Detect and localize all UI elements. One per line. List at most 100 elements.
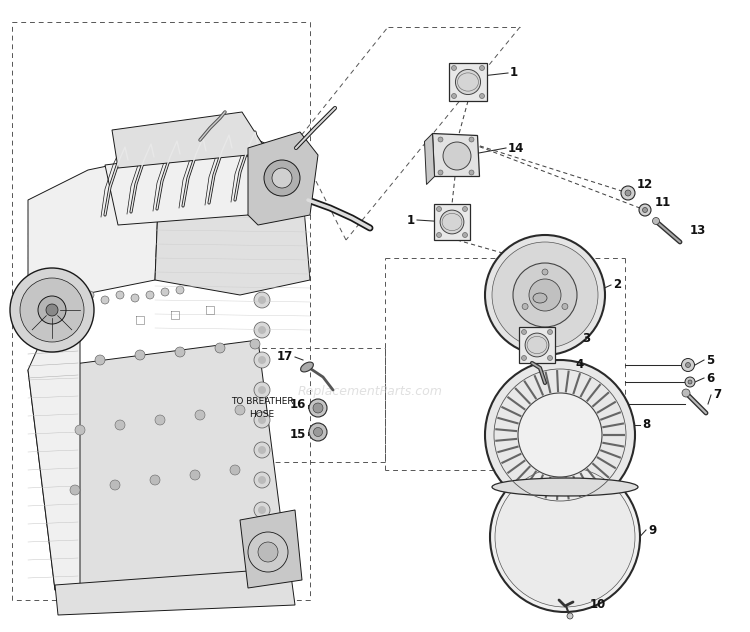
Circle shape [513,263,577,327]
Polygon shape [105,148,265,225]
Circle shape [518,393,602,477]
Polygon shape [28,155,160,330]
Circle shape [521,355,526,360]
Polygon shape [240,510,302,588]
Circle shape [258,506,266,514]
Circle shape [455,70,481,95]
Polygon shape [55,568,295,615]
Text: 13: 13 [690,224,706,236]
Text: 5: 5 [706,353,714,367]
Text: 10: 10 [590,597,606,611]
Text: 8: 8 [642,418,650,432]
Circle shape [567,613,573,619]
Circle shape [264,160,300,196]
Text: 4: 4 [575,358,584,372]
Polygon shape [28,340,290,590]
Circle shape [254,352,270,368]
Circle shape [525,333,549,357]
Circle shape [309,423,327,441]
Circle shape [479,66,484,71]
Circle shape [175,347,185,357]
Circle shape [643,207,647,212]
Circle shape [436,207,442,212]
Circle shape [258,386,266,394]
Text: 17: 17 [277,351,293,363]
Circle shape [485,360,635,510]
Text: 6: 6 [706,372,714,384]
Polygon shape [424,133,434,185]
Circle shape [254,322,270,338]
Circle shape [190,470,200,480]
Circle shape [490,462,640,612]
Text: 12: 12 [637,178,653,190]
Circle shape [101,296,109,304]
Circle shape [485,235,605,355]
Circle shape [254,442,270,458]
Text: 1: 1 [510,66,518,80]
Text: 9: 9 [648,523,656,537]
Circle shape [86,291,94,299]
Circle shape [258,542,278,562]
Circle shape [452,94,457,99]
Circle shape [463,207,467,212]
Circle shape [686,363,691,367]
Circle shape [258,446,266,454]
Circle shape [272,168,292,188]
Circle shape [131,294,139,302]
Text: TO BREATHER
HOSE: TO BREATHER HOSE [231,398,293,419]
Circle shape [258,296,266,304]
Circle shape [150,475,160,485]
Text: 2: 2 [613,279,621,291]
Circle shape [682,389,690,397]
Polygon shape [248,132,318,225]
Circle shape [254,472,270,488]
Circle shape [479,94,484,99]
Circle shape [548,355,553,360]
Ellipse shape [533,293,547,303]
Circle shape [230,465,240,475]
Circle shape [254,382,270,398]
Circle shape [639,204,651,216]
Ellipse shape [492,478,638,496]
Circle shape [436,233,442,238]
Polygon shape [433,133,479,176]
Circle shape [176,286,184,294]
Circle shape [10,268,94,352]
Circle shape [492,242,598,348]
Circle shape [258,326,266,334]
Text: 16: 16 [290,399,306,411]
Text: ReplacementParts.com: ReplacementParts.com [298,386,442,399]
Circle shape [195,410,205,420]
Bar [434,204,470,240]
Circle shape [254,412,270,428]
Circle shape [562,303,568,310]
Circle shape [254,532,270,548]
Circle shape [542,269,548,275]
Circle shape [495,467,635,607]
Circle shape [20,278,84,342]
Circle shape [235,405,245,415]
Circle shape [258,356,266,364]
Circle shape [522,303,528,310]
Circle shape [652,217,659,224]
Circle shape [75,425,85,435]
Polygon shape [155,140,310,295]
Circle shape [258,476,266,484]
Circle shape [469,170,474,175]
Circle shape [625,190,631,196]
Ellipse shape [301,362,313,372]
Circle shape [682,358,694,372]
Circle shape [95,355,105,365]
Circle shape [115,420,125,430]
Circle shape [248,532,288,572]
Circle shape [146,291,154,299]
Circle shape [155,415,165,425]
Text: 14: 14 [508,142,524,154]
Circle shape [46,304,58,316]
Circle shape [688,380,692,384]
Circle shape [529,279,561,311]
Circle shape [254,502,270,518]
Circle shape [440,210,464,234]
Circle shape [254,292,270,308]
Circle shape [621,186,635,200]
